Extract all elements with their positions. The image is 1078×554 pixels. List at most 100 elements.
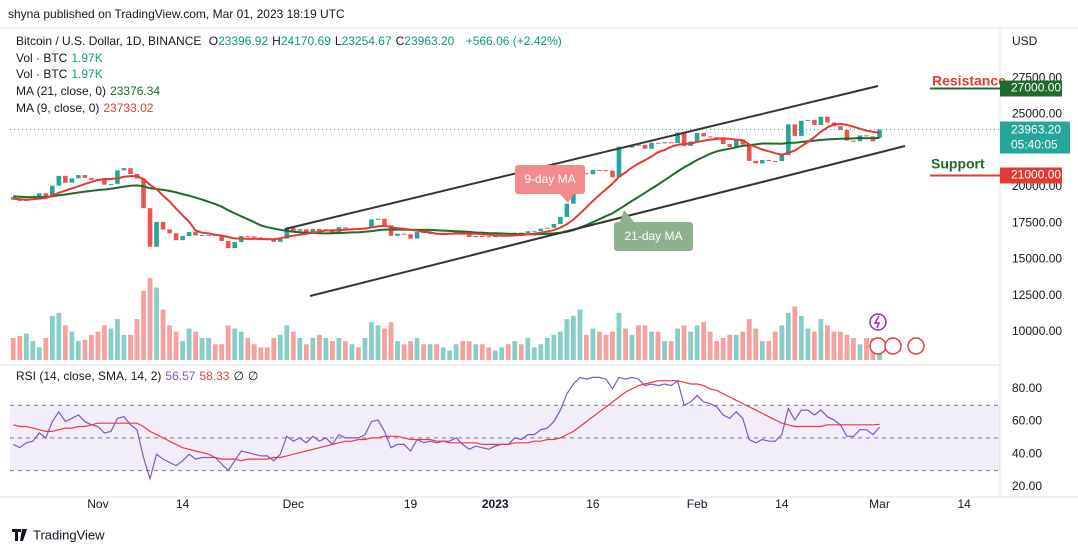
volume-bar xyxy=(95,331,101,360)
volume-bar xyxy=(421,344,426,360)
volume-bar xyxy=(121,334,127,360)
volume-bar xyxy=(636,325,641,360)
candle xyxy=(864,135,869,137)
candle xyxy=(675,132,680,144)
volume-bar xyxy=(193,331,199,360)
candle xyxy=(245,236,251,238)
volume-bar xyxy=(616,312,622,360)
volume-bar xyxy=(798,315,804,360)
legend: Vol · BTC 1.97K xyxy=(16,67,107,81)
volume-bar xyxy=(492,350,498,360)
volume-bar xyxy=(56,312,62,360)
candle xyxy=(538,228,544,232)
volume-bar xyxy=(388,322,394,360)
volume-bar xyxy=(838,331,843,360)
candle xyxy=(89,177,94,180)
candle xyxy=(545,227,550,229)
volume-bar xyxy=(434,344,440,360)
candle xyxy=(668,142,674,144)
candle xyxy=(805,119,811,121)
volume-bar xyxy=(460,341,466,360)
legend: Bitcoin / U.S. Dollar, 1D, BINANCE O2339… xyxy=(16,34,566,48)
level-name: Support xyxy=(931,156,985,172)
x-tick-label: Mar xyxy=(869,497,890,511)
y-tick-label: 20.00 xyxy=(1012,479,1042,493)
volume-bar xyxy=(43,337,49,360)
volume-bar xyxy=(499,347,505,360)
ohlc-key: O xyxy=(208,34,219,48)
candle xyxy=(492,236,498,238)
candle xyxy=(395,233,400,236)
flag-icon[interactable] xyxy=(869,337,887,355)
volume-bar xyxy=(825,325,830,360)
candle xyxy=(655,142,661,144)
candle xyxy=(786,124,791,156)
publisher: shyna published on TradingView.com, Mar … xyxy=(8,7,345,21)
y-tick-label: 25000.00 xyxy=(1012,107,1062,121)
volume-bar xyxy=(629,334,635,360)
candle xyxy=(466,234,472,238)
volume-bar xyxy=(362,337,368,360)
candle xyxy=(681,132,687,146)
event-icon[interactable] xyxy=(869,313,887,331)
candle xyxy=(746,144,752,161)
candle xyxy=(141,178,146,209)
flag-icon[interactable] xyxy=(884,337,902,355)
candle xyxy=(720,138,726,145)
volume-bar xyxy=(62,325,68,360)
volume-bar xyxy=(577,309,583,360)
volume-bar xyxy=(128,334,133,360)
volume-bar xyxy=(49,315,55,360)
volume-bar xyxy=(642,325,648,360)
volume-bar xyxy=(369,322,374,360)
candle xyxy=(812,119,817,125)
volume-bar xyxy=(271,337,277,360)
rsi-line xyxy=(13,376,880,481)
channel-line xyxy=(309,145,906,297)
candle xyxy=(69,178,75,183)
volume-bar xyxy=(818,319,824,360)
volume-bar xyxy=(707,331,713,360)
level-name: Resistance xyxy=(932,73,1006,89)
level-label: 27000.00 xyxy=(1011,81,1061,95)
level-box xyxy=(1000,167,1062,184)
volume-bar xyxy=(251,344,257,360)
volume-bar xyxy=(557,331,563,360)
volume-bar xyxy=(740,331,746,360)
currency: USD xyxy=(1012,34,1038,48)
volume-bar xyxy=(310,337,316,360)
y-tick-label: 10000.00 xyxy=(1012,324,1062,338)
volume-bar xyxy=(662,341,667,360)
candle xyxy=(310,228,316,233)
ohlc-key: L xyxy=(334,34,342,48)
volume-bar xyxy=(115,319,120,360)
ma-value: 23376.34 xyxy=(110,84,161,98)
candle xyxy=(486,236,492,238)
y-tick-label: 15000.00 xyxy=(1012,252,1062,266)
volume-bar xyxy=(447,350,453,360)
volume-bar xyxy=(746,319,752,360)
volume-bar xyxy=(30,341,36,360)
volume-bar xyxy=(440,347,446,360)
volume-bar xyxy=(759,341,765,360)
volume-bar xyxy=(531,347,537,360)
flag-icon[interactable] xyxy=(907,337,925,355)
ohlc-key: H xyxy=(272,34,281,48)
volume-bar xyxy=(147,278,153,360)
volume-bar xyxy=(727,334,733,360)
y-tick-label: 17500.00 xyxy=(1012,215,1062,229)
volume-bar xyxy=(395,341,400,360)
candle xyxy=(304,229,309,233)
candle xyxy=(258,237,264,239)
candle xyxy=(838,126,843,130)
countdown: 05:40:05 xyxy=(1011,138,1058,152)
annotation-text: 9-day MA xyxy=(524,172,575,186)
volume-bar xyxy=(297,337,303,360)
volume-value: 1.97K xyxy=(71,51,103,65)
annotation-text: 21-day MA xyxy=(624,229,682,243)
candle xyxy=(584,173,589,175)
volume-bar xyxy=(688,331,694,360)
candle xyxy=(121,168,127,171)
volume-bar xyxy=(82,339,88,360)
